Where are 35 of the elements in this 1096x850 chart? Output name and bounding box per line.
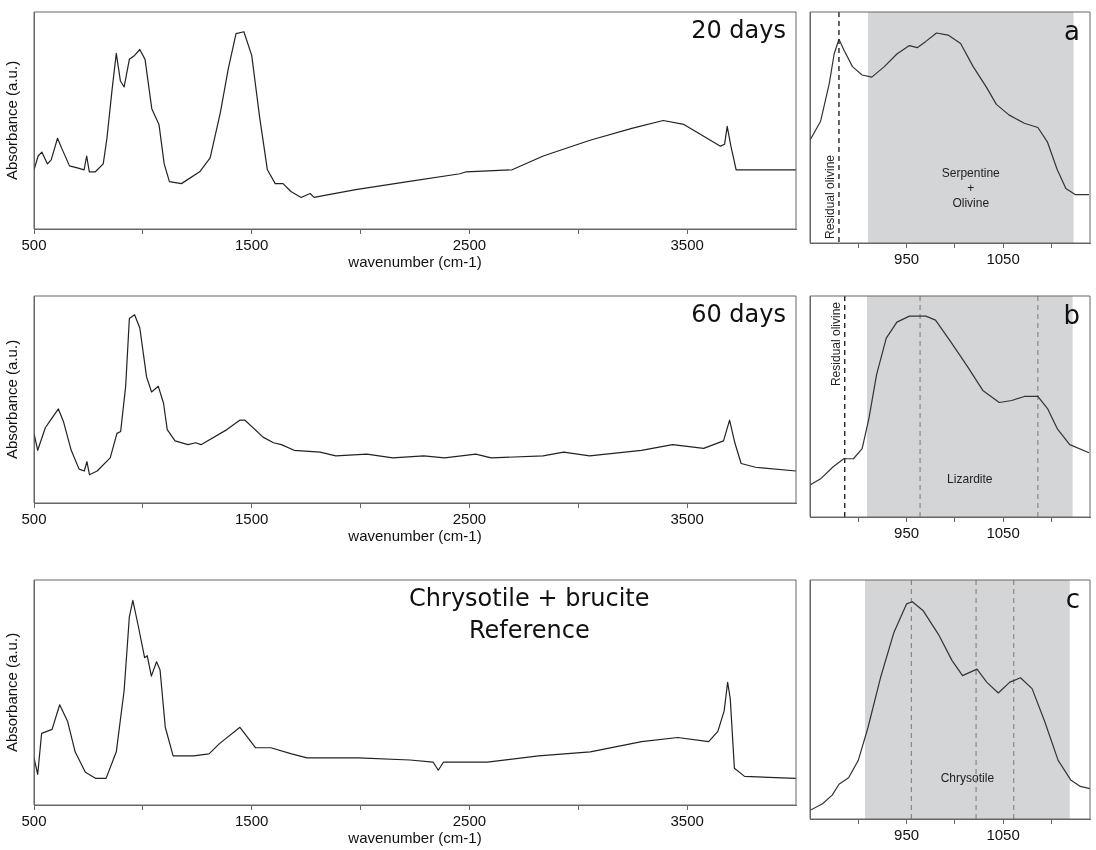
ref-line-label: Residual olivine: [829, 301, 844, 387]
x-tick-label: 1050: [986, 524, 1020, 542]
chart-title: 20 days: [691, 16, 786, 45]
x-tick-label: 3500: [670, 812, 704, 830]
x-tick-label: 950: [894, 826, 920, 844]
x-tick-label: 950: [894, 250, 920, 268]
chart-title: Chrysotile + brucite Reference: [409, 584, 650, 645]
y-axis-title: Absorbance (a.u.): [3, 339, 21, 460]
x-tick-label: 1500: [235, 510, 269, 528]
x-tick-label: 1050: [986, 826, 1020, 844]
x-axis-title: wavenumber (cm-1): [347, 253, 482, 271]
x-tick-label: 1050: [986, 250, 1020, 268]
x-tick-label: 1500: [235, 812, 269, 830]
x-tick-label: 3500: [670, 236, 704, 254]
chart-title: c: [1065, 583, 1080, 614]
x-axis-title: wavenumber (cm-1): [347, 527, 482, 545]
chart-title: a: [1064, 15, 1080, 46]
x-tick-label: 500: [21, 812, 47, 830]
ref-line-label: Residual olivine: [823, 154, 838, 239]
y-axis-title: Absorbance (a.u.): [3, 632, 21, 753]
x-tick-label: 2500: [452, 510, 487, 528]
band-label: Serpentine + Olivine: [941, 166, 1001, 211]
x-tick-label: 500: [21, 510, 47, 528]
band-label: Chrysotile: [940, 770, 995, 785]
band-label: Lizardite: [947, 471, 993, 486]
chart-title: b: [1063, 299, 1080, 330]
x-tick-label: 2500: [452, 812, 487, 830]
x-tick-label: 500: [21, 236, 47, 254]
x-tick-label: 1500: [235, 236, 269, 254]
x-tick-label: 3500: [670, 510, 704, 528]
y-axis-title: Absorbance (a.u.): [3, 60, 21, 181]
x-axis-title: wavenumber (cm-1): [347, 829, 482, 847]
x-tick-label: 950: [894, 524, 920, 542]
chart-title: 60 days: [691, 300, 786, 329]
x-tick-label: 2500: [452, 236, 487, 254]
